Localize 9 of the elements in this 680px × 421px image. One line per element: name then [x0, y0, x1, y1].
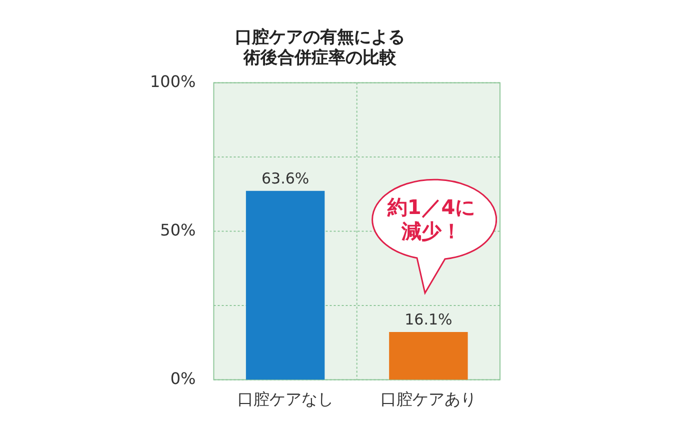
annotation: 約1／4に減少！	[386, 195, 476, 244]
data-label: 16.1%	[404, 310, 452, 328]
x-tick-label: 口腔ケアあり	[380, 390, 476, 409]
x-tick-label: 口腔ケアなし	[237, 390, 334, 409]
y-tick-label: 100%	[150, 72, 196, 91]
data-label: 63.6%	[261, 169, 310, 188]
chart-title: 口腔ケアの有無による術後合併症率の比較	[235, 28, 405, 68]
y-tick-label: 50%	[160, 220, 196, 240]
y-tick-label: 0%	[170, 368, 196, 388]
